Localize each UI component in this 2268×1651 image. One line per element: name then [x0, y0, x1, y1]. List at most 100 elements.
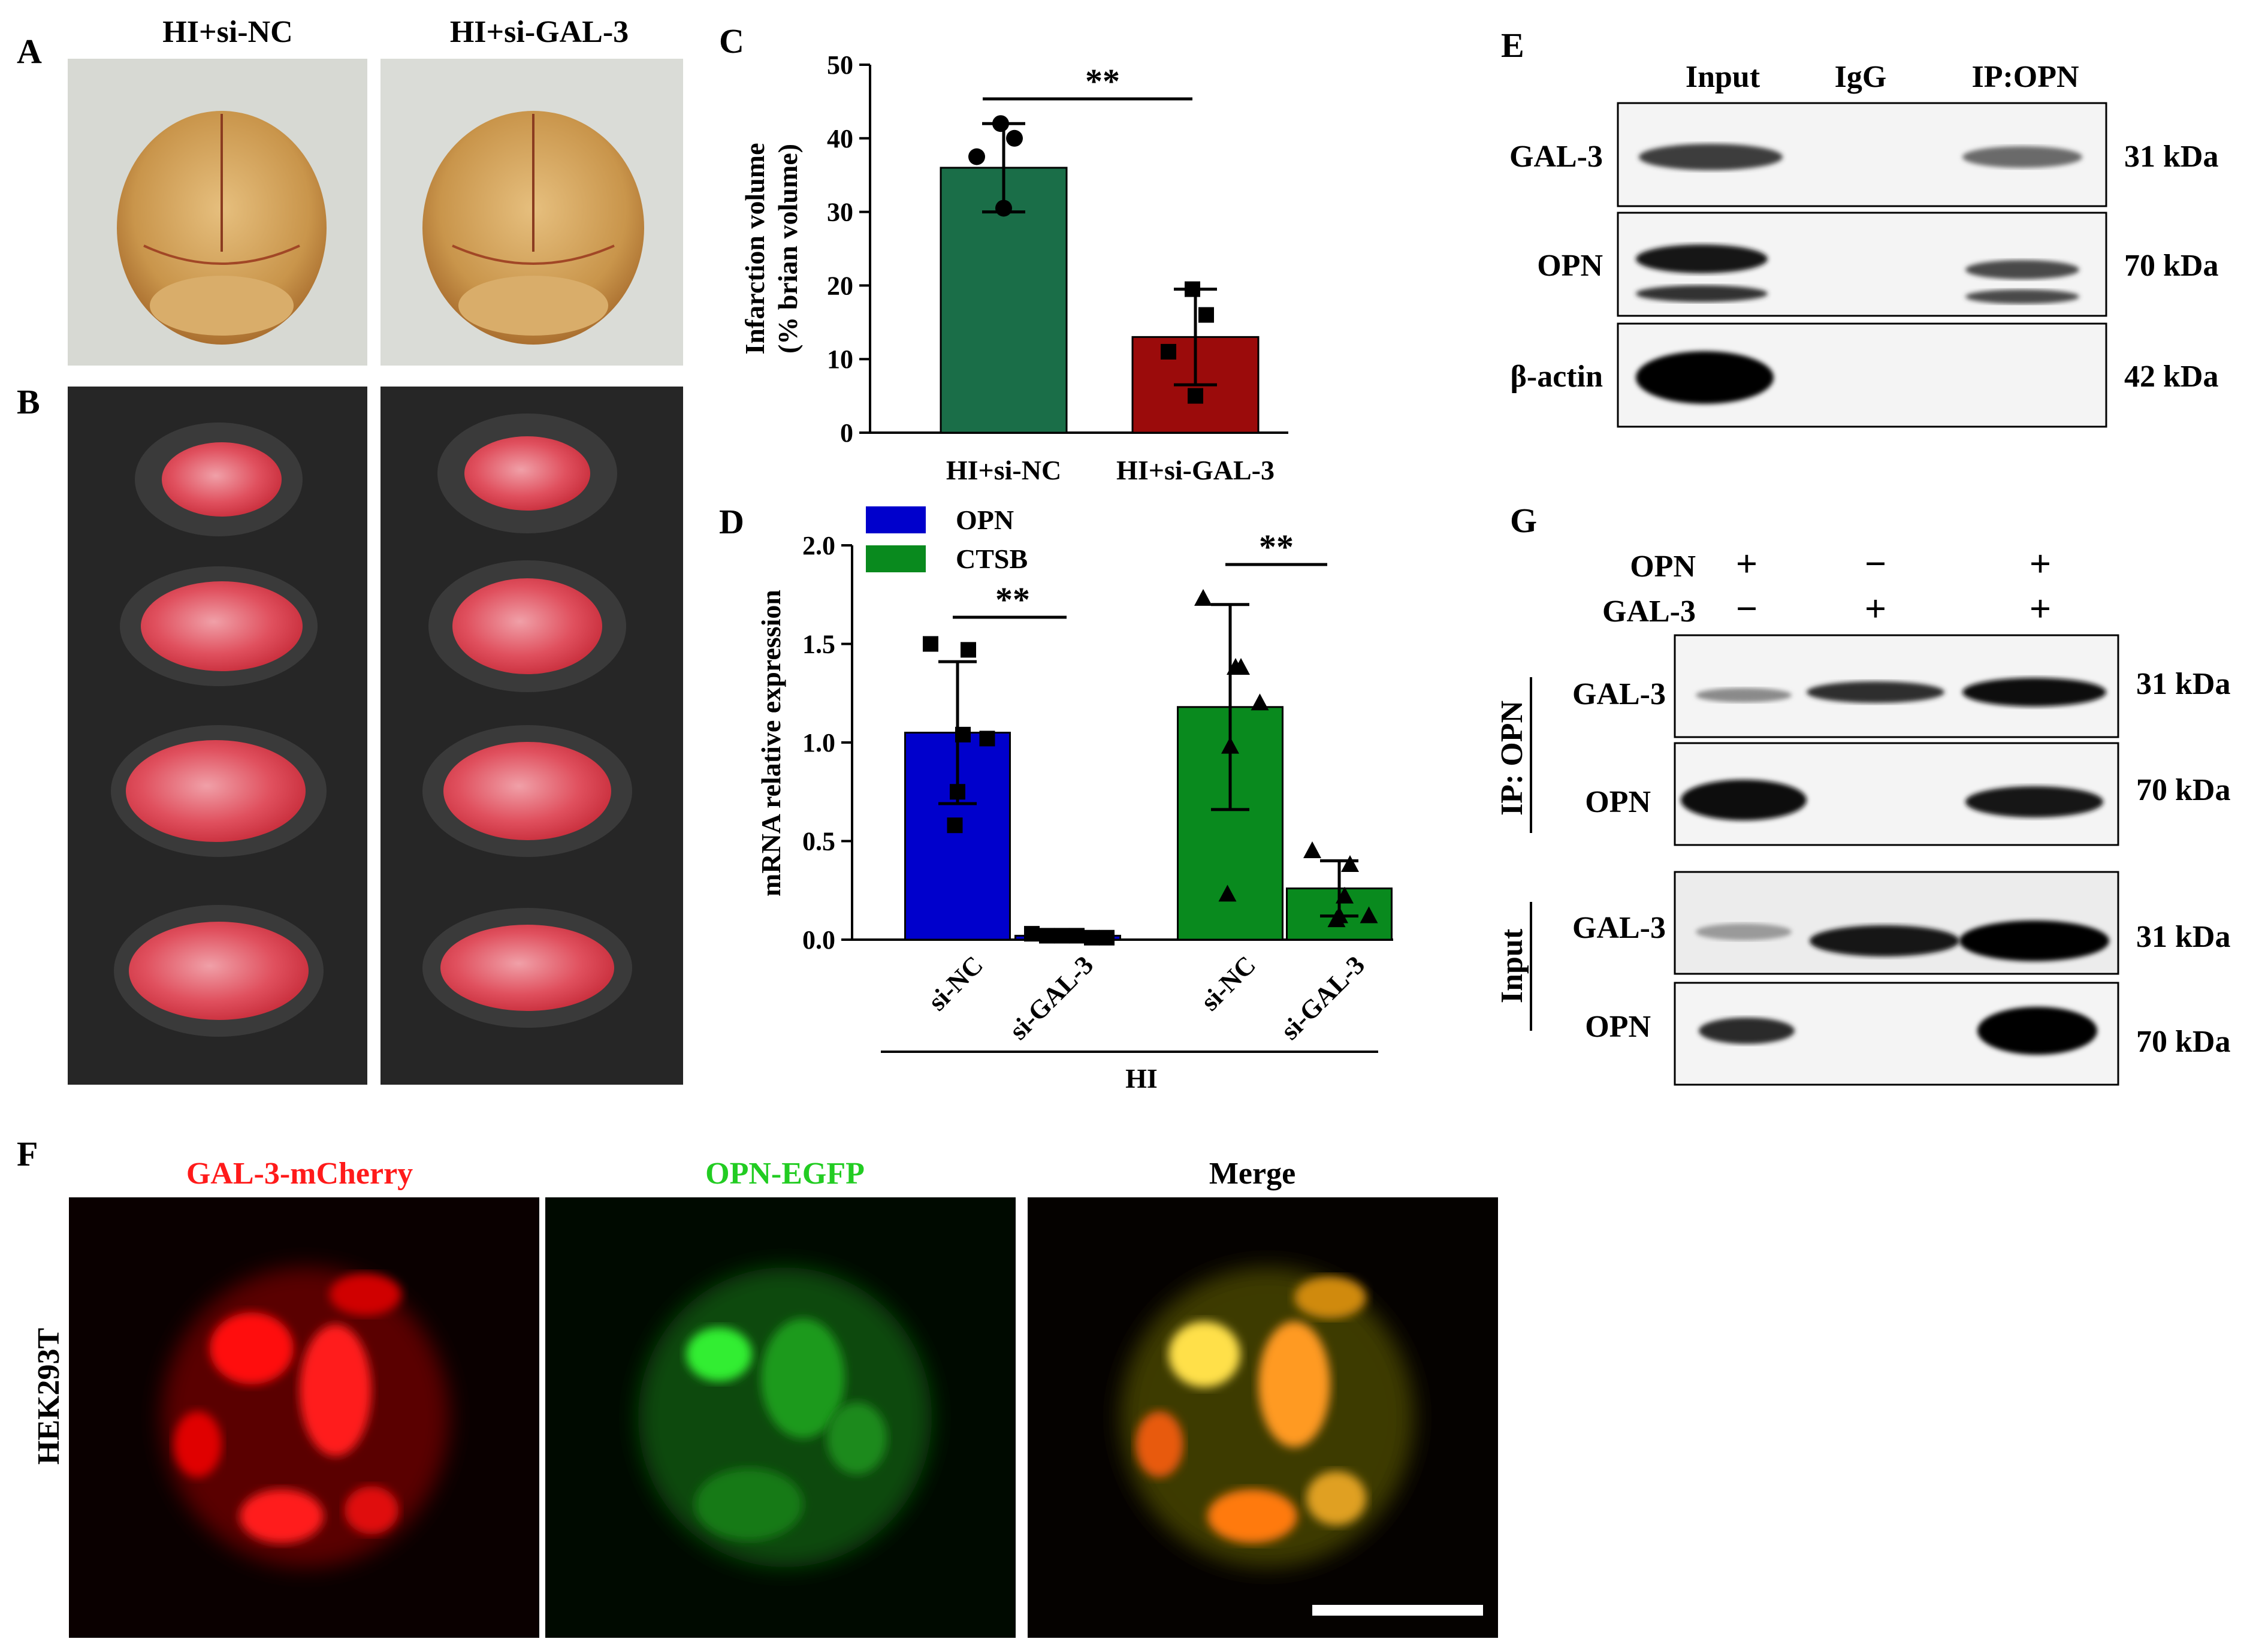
- legend-swatch: [866, 545, 926, 572]
- blot-e-actin-size: 42 kDa: [2124, 360, 2218, 394]
- micrograph-merge: [1028, 1197, 1498, 1638]
- blot-g-input-gal3-size: 31 kDa: [2136, 920, 2230, 954]
- panel-a-col2-label: HI+si-GAL-3: [450, 15, 629, 49]
- data-point: [1188, 388, 1203, 404]
- brain-photo-si-nc: [68, 59, 367, 366]
- gal3-sign-1: −: [1736, 587, 1757, 630]
- data-point: [1251, 693, 1269, 711]
- legend-label: CTSB: [956, 544, 1028, 574]
- data-point: [1099, 929, 1115, 946]
- blot-e-gal3-label: GAL-3: [1509, 140, 1603, 174]
- x-tick-label: si-GAL-3: [1004, 950, 1099, 1045]
- blot-g-ip-gal3: [1674, 634, 2119, 738]
- ttc-slices-si-nc: [68, 387, 367, 1085]
- significance-label: **: [995, 580, 1030, 619]
- opn-sign-1: +: [1736, 542, 1757, 585]
- blot-g-ip-gal3-size: 31 kDa: [2136, 667, 2230, 701]
- blot-e-actin: [1617, 322, 2107, 428]
- data-point: [1341, 855, 1359, 872]
- chart-c: 0 10 20 30 40 50 HI+si-NC HI+si-GAL-3 ** Infarcti…: [739, 50, 1288, 485]
- data-point: [923, 636, 938, 652]
- channel-label-merge: Merge: [1209, 1157, 1295, 1191]
- significance-label: **: [1085, 62, 1120, 101]
- data-point: [992, 115, 1009, 132]
- y-axis-label-line2: (% brian volume): [772, 144, 803, 354]
- panel-letter-b: B: [17, 382, 40, 421]
- lane-label-ip-opn: IP:OPN: [1971, 60, 2079, 94]
- x-tick-label: HI+si-GAL-3: [1116, 455, 1275, 485]
- blot-g-ip-opn: [1674, 742, 2119, 846]
- opn-sign-2: −: [1865, 542, 1886, 585]
- channel-label-egfp: OPN-EGFP: [705, 1157, 865, 1191]
- blot-e-opn-size: 70 kDa: [2124, 249, 2218, 283]
- data-point: [979, 731, 995, 747]
- y-tick-label: 30: [827, 198, 853, 227]
- data-point: [1185, 281, 1200, 297]
- blot-g-input-opn-size: 70 kDa: [2136, 1025, 2230, 1059]
- y-tick-label: 0.5: [802, 827, 835, 856]
- channel-label-mcherry[interactable]: GAL-3-mCherry: [186, 1157, 413, 1191]
- scale-bar: [1312, 1605, 1483, 1616]
- brain-photo-si-gal3: [380, 59, 683, 366]
- y-tick-label: 0: [840, 418, 853, 448]
- group-label: HI: [1125, 1063, 1158, 1094]
- data-point: [1024, 926, 1040, 942]
- panel-letter-a: A: [17, 32, 42, 71]
- chart-d: 0.00.51.01.52.0si-NC si-GAL-3 si-NC si-GAL-…: [756, 505, 1393, 1094]
- blot-g-input-opn-label: OPN: [1585, 1010, 1651, 1044]
- data-point: [1054, 928, 1070, 944]
- y-tick-label: 1.0: [802, 728, 835, 757]
- y-tick-label: 20: [827, 271, 853, 300]
- data-point: [1336, 886, 1354, 904]
- data-point: [995, 200, 1012, 217]
- y-tick-label: 10: [827, 345, 853, 374]
- y-tick-label: 2.0: [802, 531, 835, 560]
- data-point: [1084, 929, 1100, 946]
- panel-letter-d: D: [719, 502, 744, 541]
- ip-opn-group-label: IP: OPN: [1495, 701, 1529, 816]
- blot-g-ip-opn-size: 70 kDa: [2136, 773, 2230, 807]
- data-point: [1221, 737, 1239, 754]
- data-point: [1218, 885, 1237, 902]
- data-point: [1198, 307, 1214, 323]
- row-label-hek293t: HEK293T: [32, 1328, 66, 1465]
- data-point: [961, 642, 976, 658]
- data-point: [1303, 841, 1321, 858]
- data-point: [1069, 928, 1085, 944]
- x-tick-label: si-GAL-3: [1275, 950, 1370, 1045]
- data-point: [947, 817, 963, 834]
- input-group-label: Input: [1495, 928, 1529, 1003]
- y-tick-label: 50: [827, 50, 853, 80]
- blot-g-input-gal3: [1674, 871, 2119, 975]
- data-point: [1360, 906, 1378, 923]
- blot-e-gal3-size: 31 kDa: [2124, 140, 2218, 174]
- panel-a-col1-label: HI+si-NC: [162, 15, 292, 49]
- blot-g-input-gal3-label: GAL-3: [1572, 911, 1666, 945]
- blot-g-ip-opn-label: OPN: [1585, 785, 1651, 819]
- panel-letter-c: C: [719, 22, 744, 61]
- y-tick-label: 0.0: [802, 925, 835, 955]
- y-axis-label-line1: Infarction volume: [739, 143, 770, 354]
- y-tick-label: 40: [827, 124, 853, 153]
- legend-swatch: [866, 506, 926, 533]
- blot-e-opn-label: OPN: [1537, 249, 1603, 283]
- data-point: [1039, 928, 1055, 944]
- data-point: [1006, 129, 1023, 147]
- lane-label-igg: IgG: [1835, 60, 1887, 94]
- treatment-opn-label: OPN: [1630, 550, 1696, 584]
- x-tick-label: si-NC: [1195, 950, 1261, 1016]
- data-point: [1227, 657, 1245, 675]
- data-point: [1327, 910, 1346, 928]
- y-axis-label: mRNA relative expression: [756, 590, 786, 897]
- panel-letter-e: E: [1501, 26, 1524, 65]
- y-tick-label: 1.5: [802, 630, 835, 659]
- x-tick-label: si-NC: [922, 950, 989, 1016]
- lane-label-input: Input: [1686, 60, 1760, 94]
- gal3-sign-3: +: [2030, 587, 2051, 630]
- ttc-slices-si-gal3: [380, 387, 683, 1085]
- data-point: [968, 148, 985, 165]
- x-tick-label: HI+si-NC: [946, 455, 1061, 485]
- panel-letter-g: G: [1510, 501, 1537, 540]
- blot-g-ip-gal3-label: GAL-3: [1572, 677, 1666, 711]
